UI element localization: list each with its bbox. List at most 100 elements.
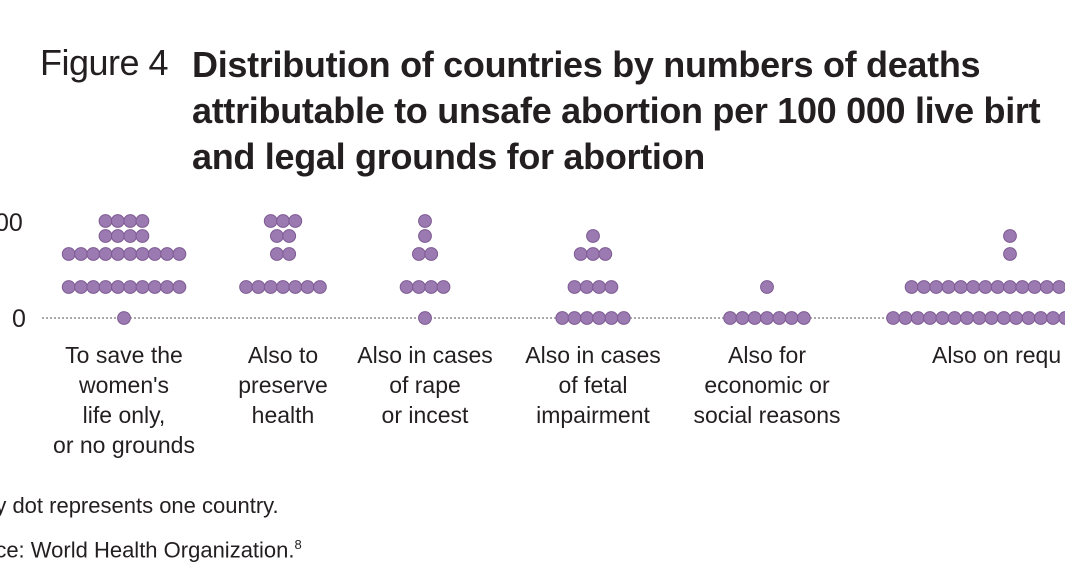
country-dot [300,280,315,294]
country-dot [723,311,737,325]
country-dot [598,247,613,261]
country-dot [74,280,88,294]
country-dot [160,247,175,261]
country-dot [123,247,138,261]
country-dot [978,280,993,294]
chart-title: Distribution of countries by numbers of … [192,42,1041,180]
country-dot [111,280,125,294]
country-dot [135,214,150,228]
country-dot [135,247,150,261]
title-line-1: Distribution of countries by numbers of … [192,44,981,85]
category-label-line: or incest [381,402,469,428]
country-dot [270,247,284,261]
category-label: Also for economic or social reasons [693,340,840,430]
country-dot [424,280,439,294]
category-label-line: or no grounds [53,432,195,458]
category-label-line: women's [78,372,170,398]
country-dot [239,280,254,294]
country-dot [424,247,439,261]
country-dot [147,280,162,294]
dot-chart: 000 [0,209,1065,333]
country-dot [990,280,1005,294]
country-dot [797,311,811,325]
country-dot [399,280,414,294]
country-dot [760,280,774,294]
country-dot [117,311,131,325]
country-dot [573,247,588,261]
country-dot [147,247,162,261]
country-dot [1033,311,1048,325]
country-dot [947,311,962,325]
country-dot [735,311,750,325]
category-label-line: Also on requ [932,342,1062,368]
country-dot [276,214,290,228]
country-dot [61,247,76,261]
category-label: Also to preserve health [238,340,327,430]
country-dot [886,311,900,325]
title-line-3: and legal grounds for abortion [192,136,706,177]
country-dot [898,311,913,325]
category-label-line: Also in cases [525,342,661,368]
country-dot [86,247,101,261]
country-dot [1046,311,1060,325]
country-dot [123,280,138,294]
country-dot [61,280,76,294]
country-dot [418,214,432,228]
category-label-line: To save the [65,342,183,368]
country-dot [616,311,631,325]
country-dot [263,214,278,228]
source-ref: 8 [294,537,302,552]
country-dot [313,280,327,294]
country-dot [604,311,619,325]
country-dot [135,280,150,294]
y-tick-label: 00 [0,209,23,237]
country-dot [1009,311,1023,325]
country-dot [74,247,88,261]
country-dot [172,247,187,261]
country-dot [1003,280,1017,294]
category-label-line: of fetal [558,372,628,398]
country-dot [1052,280,1065,294]
category-label-line: Also to [247,342,319,368]
country-dot [760,311,774,325]
country-dot [98,229,113,243]
country-dot [172,280,187,294]
country-dot [251,280,266,294]
country-dot [1003,247,1017,261]
country-dot [555,311,570,325]
category-label-line: life only, [82,402,166,428]
country-dot [111,247,125,261]
country-dot [910,311,925,325]
country-dot [579,280,594,294]
category-label-line: social reasons [693,402,841,428]
category-label: To save the women's life only, or no ground… [53,340,195,460]
category-label-line: impairment [536,402,650,428]
title-line-2: attributable to unsafe abortion per 100 … [192,90,1041,131]
country-dot [997,311,1011,325]
country-dot [123,229,138,243]
country-dot [747,311,762,325]
country-dot [592,280,606,294]
country-dot [288,280,303,294]
country-dot [276,280,290,294]
country-dot [929,280,944,294]
country-dot [772,311,787,325]
country-dot [917,280,931,294]
country-dot [904,280,919,294]
country-dot [1021,311,1036,325]
country-dot [418,229,432,243]
source-note: rce: World Health Organization.8 [0,537,302,563]
country-dot [436,280,451,294]
category-label-line: health [251,402,315,428]
country-dot [923,311,937,325]
country-dot [966,280,980,294]
country-dot [953,280,968,294]
country-dot [98,247,113,261]
y-tick-label: 0 [12,305,26,333]
country-dot [984,311,999,325]
country-dot [604,280,619,294]
country-dot [135,229,150,243]
country-dot [282,247,297,261]
country-dot [935,311,950,325]
country-dot [86,280,101,294]
